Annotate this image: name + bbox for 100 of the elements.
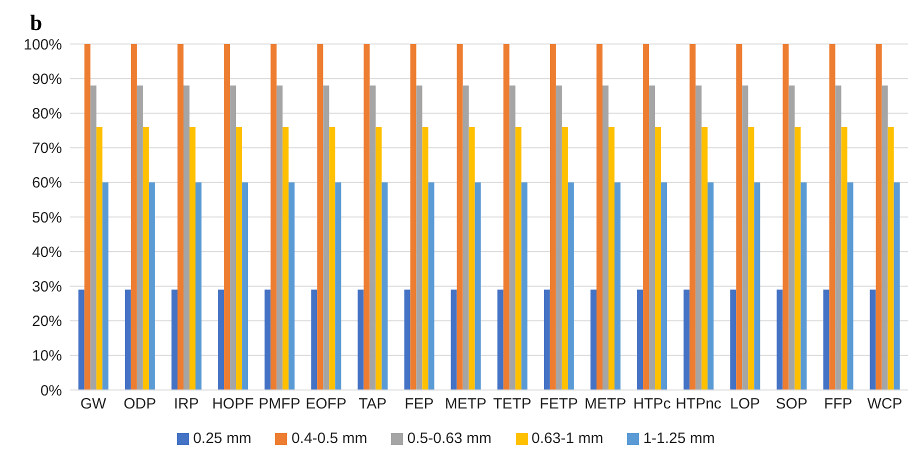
bar <box>142 127 149 390</box>
bar <box>183 86 190 390</box>
x-tick-label: HOPF <box>212 396 254 413</box>
bar <box>90 86 96 390</box>
x-tick-label: SOP <box>776 396 808 413</box>
bar <box>590 290 596 390</box>
bar <box>503 44 510 390</box>
y-tick-label: 40% <box>32 244 62 261</box>
bar <box>323 86 330 390</box>
bar <box>894 182 900 390</box>
bar <box>888 127 894 390</box>
bar <box>736 44 742 390</box>
bar <box>742 86 748 390</box>
bar <box>870 290 876 390</box>
bar <box>596 44 602 390</box>
x-tick-label: FEP <box>404 396 434 413</box>
bar <box>748 127 754 390</box>
x-tick-label: TETP <box>493 396 532 413</box>
bar <box>841 127 848 390</box>
bar <box>224 44 230 390</box>
legend-label: 1-1.25 mm <box>643 430 715 447</box>
bar <box>456 44 463 390</box>
bar <box>690 44 696 390</box>
bar <box>96 127 102 390</box>
bar <box>335 182 342 390</box>
bar <box>136 86 143 390</box>
y-tick-label: 70% <box>32 140 62 158</box>
y-tick-label: 50% <box>32 209 62 226</box>
bar <box>847 182 854 390</box>
bar <box>311 290 318 390</box>
bar <box>568 182 574 390</box>
y-tick-label: 60% <box>32 174 62 192</box>
bar <box>649 86 656 390</box>
legend-label: 0.4-0.5 mm <box>291 430 368 447</box>
bar <box>823 290 830 390</box>
bar <box>358 290 364 390</box>
bar <box>428 182 434 390</box>
bar <box>282 127 289 390</box>
bar <box>556 86 562 390</box>
bar <box>410 44 416 390</box>
bar <box>643 44 650 390</box>
x-tick-label: LOP <box>730 396 760 413</box>
legend-label: 0.5-0.63 mm <box>407 430 492 447</box>
bar <box>754 182 760 390</box>
chart-title: b <box>30 10 42 36</box>
y-tick-label: 0% <box>40 382 62 400</box>
x-tick-label: ODP <box>124 396 156 413</box>
bar <box>288 182 295 390</box>
x-tick-label: FETP <box>540 396 578 413</box>
bar <box>317 44 324 390</box>
bar <box>422 127 428 390</box>
bar <box>655 127 662 390</box>
bar <box>497 290 504 390</box>
bar <box>189 127 196 390</box>
bar <box>550 44 556 390</box>
bar <box>730 290 736 390</box>
bar <box>544 290 550 390</box>
bar <box>474 182 481 390</box>
x-tick-label: WCP <box>867 396 902 413</box>
x-tick-label: HTPc <box>633 396 672 413</box>
y-tick-label: 10% <box>32 348 62 365</box>
bar <box>684 290 690 390</box>
bar <box>416 86 422 390</box>
bar <box>462 86 469 390</box>
x-tick-label: IRP <box>174 396 199 413</box>
bar <box>376 127 382 390</box>
bar <box>835 86 842 390</box>
bar <box>230 86 236 390</box>
y-tick-label: 90% <box>32 70 62 88</box>
bar <box>882 86 888 390</box>
x-tick-label: GW <box>80 396 108 413</box>
bar <box>404 290 410 390</box>
bar <box>264 290 271 390</box>
y-tick-label: 80% <box>32 106 62 123</box>
bar <box>829 44 836 390</box>
x-tick-label: FFP <box>824 396 852 413</box>
bar <box>236 127 242 390</box>
bar <box>329 127 336 390</box>
bar <box>776 290 783 390</box>
bar <box>364 44 370 390</box>
y-tick-label: 30% <box>32 278 62 296</box>
bar <box>177 44 184 390</box>
bar <box>450 290 457 390</box>
bar <box>702 127 708 390</box>
bar <box>124 290 131 390</box>
bar <box>84 44 90 390</box>
bar <box>515 127 522 390</box>
bar <box>794 127 801 390</box>
x-tick-label: METP <box>584 396 626 413</box>
legend-label: 0.25 mm <box>193 430 252 447</box>
bar <box>608 127 614 390</box>
x-tick-label: TAP <box>358 396 387 413</box>
bar <box>782 44 789 390</box>
x-tick-label: HTPnc <box>676 396 722 413</box>
bar <box>614 182 620 390</box>
x-tick-label: METP <box>444 396 487 413</box>
bar <box>521 182 528 390</box>
bar <box>602 86 608 390</box>
bar <box>370 86 376 390</box>
bar <box>130 44 137 390</box>
